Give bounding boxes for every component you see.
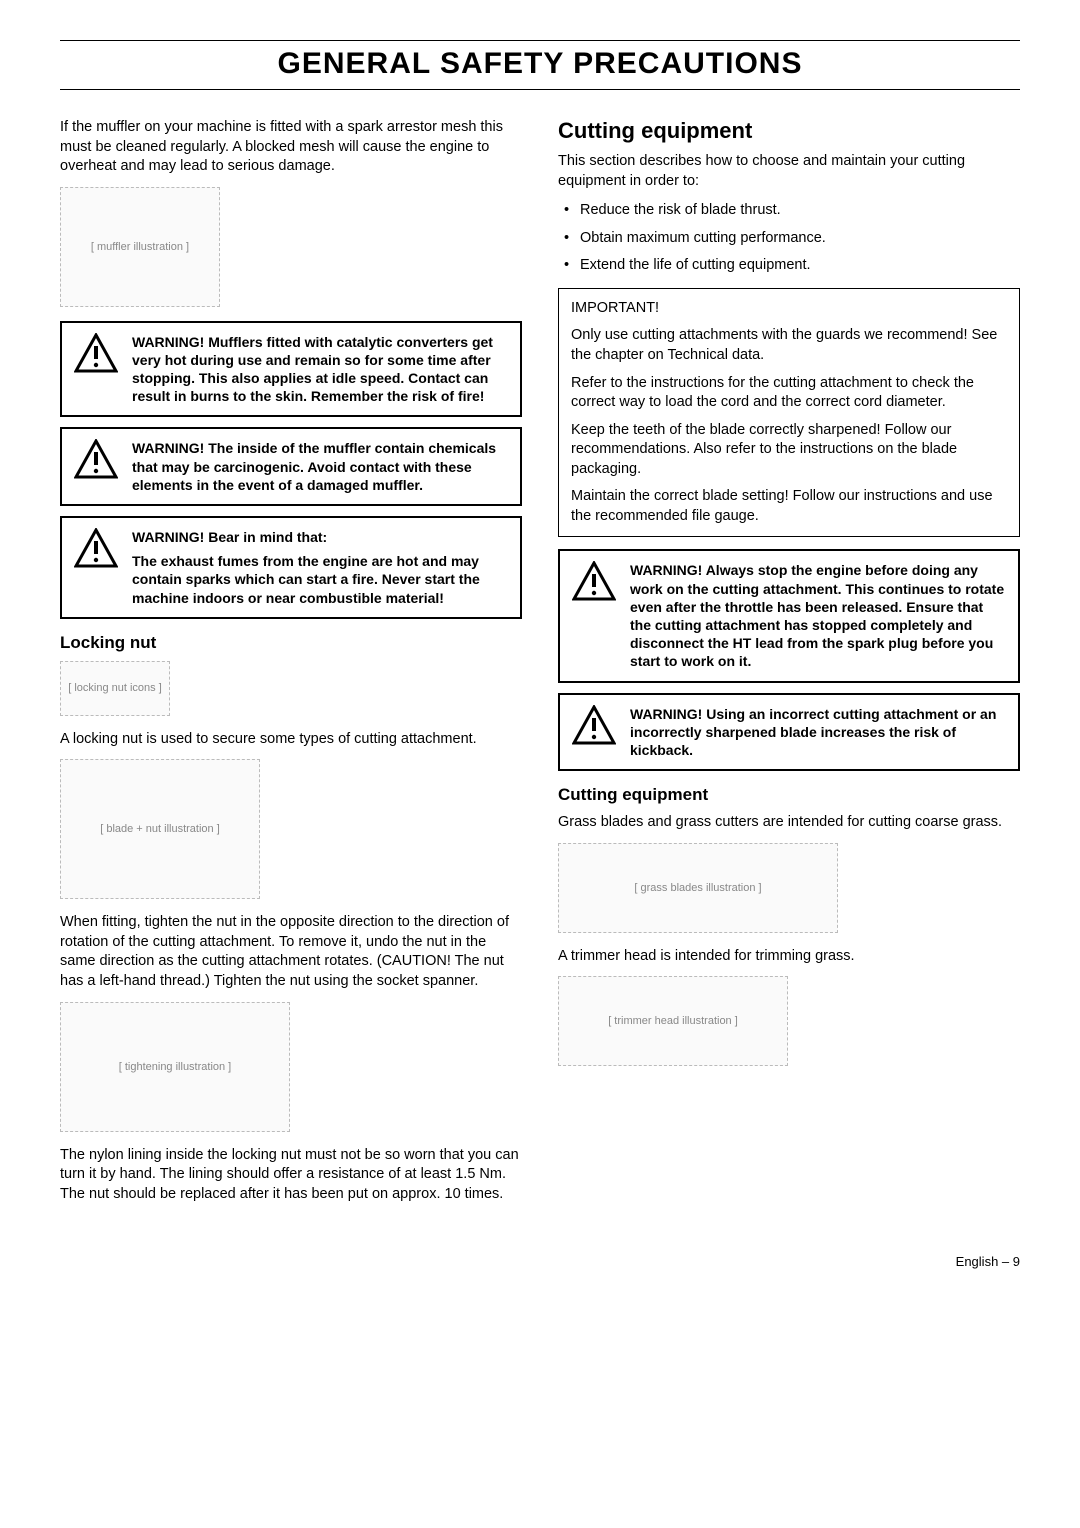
important-p2: Refer to the instructions for the cuttin… [571,374,1007,413]
warning-box-1: WARNING! Mufflers fitted with catalytic … [60,321,522,418]
list-item: Obtain maximum cutting performance. [558,229,1020,249]
list-item: Extend the life of cutting equipment. [558,256,1020,276]
warning-2-text: WARNING! The inside of the muffler conta… [132,439,508,494]
warning-triangle-icon [74,333,118,373]
warning-5-text: WARNING! Using an incorrect cutting atta… [630,705,1006,760]
locking-nut-p1: A locking nut is used to secure some typ… [60,730,522,750]
locking-nut-p3: The nylon lining inside the locking nut … [60,1146,522,1205]
important-p3: Keep the teeth of the blade correctly sh… [571,421,1007,480]
cutting-bullet-list: Reduce the risk of blade thrust. Obtain … [558,201,1020,276]
important-box: IMPORTANT! Only use cutting attachments … [558,288,1020,538]
list-item: Reduce the risk of blade thrust. [558,201,1020,221]
locking-nut-icons-illustration: [ locking nut icons ] [60,661,170,716]
warning-3-line-b: The exhaust fumes from the engine are ho… [132,552,508,607]
warning-4-text: WARNING! Always stop the engine before d… [630,561,1006,670]
cutting-equipment-h2: Cutting equipment [558,118,1020,144]
trimmer-head-illustration: [ trimmer head illustration ] [558,976,788,1066]
warning-1-text: WARNING! Mufflers fitted with catalytic … [132,333,508,406]
locking-nut-heading: Locking nut [60,633,522,653]
grass-blades-illustration: [ grass blades illustration ] [558,843,838,933]
warning-3-text: WARNING! Bear in mind that: The exhaust … [132,528,508,607]
cutting-intro: This section describes how to choose and… [558,152,1020,191]
footer-language: English [956,1254,999,1269]
left-column: If the muffler on your machine is fitted… [60,118,522,1214]
intro-paragraph: If the muffler on your machine is fitted… [60,118,522,177]
warning-triangle-icon [572,705,616,745]
page-footer: English – 9 [60,1254,1020,1269]
warning-box-5: WARNING! Using an incorrect cutting atta… [558,693,1020,772]
cutting-p2: A trimmer head is intended for trimming … [558,947,1020,967]
cutting-p1: Grass blades and grass cutters are inten… [558,813,1020,833]
cutting-equipment-h3: Cutting equipment [558,785,1020,805]
important-p4: Maintain the correct blade setting! Foll… [571,487,1007,526]
warning-box-2: WARNING! The inside of the muffler conta… [60,427,522,506]
important-title: IMPORTANT! [571,299,1007,319]
warning-triangle-icon [74,439,118,479]
warning-triangle-icon [74,528,118,568]
locking-nut-tighten-illustration: [ tightening illustration ] [60,1002,290,1132]
locking-nut-p2: When fitting, tighten the nut in the opp… [60,913,522,991]
muffler-illustration: [ muffler illustration ] [60,187,220,307]
two-column-layout: If the muffler on your machine is fitted… [60,118,1020,1214]
warning-3-line-a: WARNING! Bear in mind that: [132,528,508,546]
page-title: GENERAL SAFETY PRECAUTIONS [60,40,1020,90]
locking-nut-blade-illustration: [ blade + nut illustration ] [60,759,260,899]
right-column: Cutting equipment This section describes… [558,118,1020,1214]
warning-triangle-icon [572,561,616,601]
warning-box-4: WARNING! Always stop the engine before d… [558,549,1020,682]
footer-separator: – [998,1254,1012,1269]
footer-page-number: 9 [1013,1254,1020,1269]
warning-box-3: WARNING! Bear in mind that: The exhaust … [60,516,522,619]
important-p1: Only use cutting attachments with the gu… [571,326,1007,365]
